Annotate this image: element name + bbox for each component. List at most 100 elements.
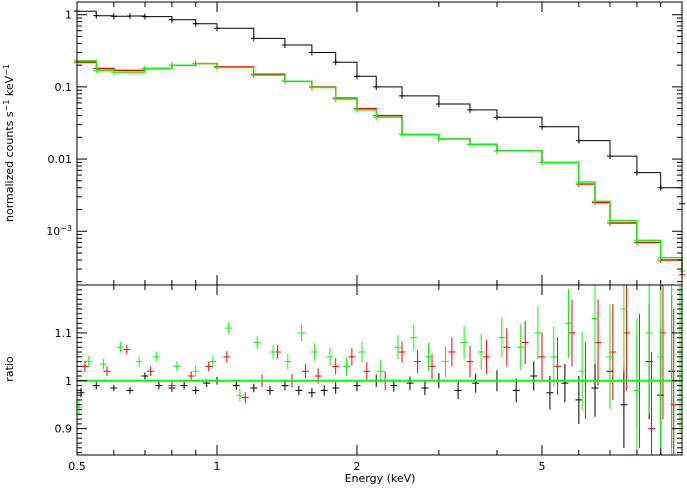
ratio-point-series-1 [223,351,231,363]
top-ticks: 1 0.1 0.01 10−3 [46,2,683,285]
xtick-label-2: 2 [353,460,360,473]
ratio-point-series-1 [503,328,511,367]
ratio-point-series-0 [266,385,274,396]
top-data-point [213,64,220,71]
top-data-point [657,254,664,261]
ratio-point-series-1 [363,362,371,381]
ratio-point-series-0 [250,383,258,393]
ratio-point-series-2 [284,353,292,370]
top-data-point [539,159,546,166]
top-data-point [493,147,500,154]
ratio-point-series-0 [295,385,303,396]
ratio-point-series-1 [147,366,155,376]
top-data-point [110,69,117,76]
ratio-point-series-0 [77,387,85,398]
ratio-point-series-2 [645,285,653,415]
top-data-point [657,184,664,191]
ratio-point-series-0 [472,373,480,393]
top-data-point [250,35,257,42]
ratio-point-series-0 [232,381,240,390]
top-ytick-label-1: 0.1 [55,81,73,94]
ratio-point-series-2 [269,344,277,360]
top-data-point [353,106,360,113]
ratio-point-series-2 [85,355,93,368]
top-data-point [213,25,220,32]
top-ytick-label-2: 0.01 [48,153,73,166]
ratio-point-series-1 [332,358,340,375]
top-data-point [493,114,500,121]
ratio-point-series-2 [460,325,468,360]
top-data-point [575,137,582,144]
top-data-point [308,84,315,91]
top-series-line-2 [77,60,683,272]
ratio-point-series-1 [538,332,546,381]
top-data-point [592,198,599,205]
ratio-point-series-1 [609,304,617,400]
ratio-point-series-2 [298,324,306,342]
ratio-point-series-1 [348,348,356,366]
bottom-y-axis-label: ratio [3,356,16,382]
ratio-point-series-2 [152,351,160,363]
top-ytick-label-0: 1 [65,9,72,22]
ratio-point-series-0 [421,380,429,396]
top-data-point [373,83,380,90]
ratio-point-series-2 [410,324,418,351]
ratio-point-series-2 [116,341,124,353]
ratio-point-series-2 [192,365,200,377]
ratio-point-series-2 [517,324,525,371]
top-data-point [250,72,257,79]
top-data-point [373,114,380,121]
ratio-point-series-2 [173,361,181,372]
top-data-point [435,135,442,142]
bottom-plot-frame [76,284,683,456]
top-data-point [466,141,473,148]
xtick-label-1: 1 [213,460,220,473]
ratio-point-series-1 [168,380,176,391]
top-plot-frame [76,1,683,286]
top-data-point [399,131,406,138]
ratio-point-series-1 [448,337,456,367]
top-data-point [141,65,148,72]
ratio-point-series-1 [414,350,422,374]
top-data-point [466,106,473,113]
ratio-point-series-2 [534,306,542,360]
ratio-point-series-0 [575,375,583,424]
ratio-point-series-2 [578,331,586,411]
ratio-point-series-1 [398,341,406,363]
ratio-point-series-2 [358,341,366,363]
ratio-point-series-1 [648,352,656,455]
ratio-point-series-0 [126,387,134,394]
ratio-point-series-2 [310,343,318,361]
ratio-point-series-2 [377,360,385,383]
ratio-point-series-2 [633,318,641,455]
ratio-point-series-2 [477,333,485,371]
ratio-point-series-2 [498,317,506,358]
top-data-point [281,78,288,85]
top-data-point [281,42,288,49]
ratio-point-series-1 [568,299,576,367]
ratio-point-series-2 [253,335,261,350]
ratio-point-series-0 [281,380,289,391]
ratio-point-series-2 [441,346,449,377]
ratio-point-series-0 [620,361,628,448]
ratio-point-series-2 [394,335,402,360]
ratio-point-series-0 [320,385,328,396]
ratio-point-series-1 [187,371,195,381]
top-data-point [141,13,148,20]
top-data-point [93,67,100,74]
ratio-point-series-0 [192,386,200,395]
ratio-point-series-2 [326,347,334,366]
bottom-ytick-label-1: 1 [65,375,72,388]
top-data-point [435,100,442,107]
bottom-ytick-label-0: 0.9 [55,423,73,436]
top-data-point [575,179,582,186]
top-data-point [399,92,406,99]
top-data-point [606,153,613,160]
ratio-point-series-2 [424,342,432,371]
ratio-point-series-2 [550,326,558,387]
ratio-point-series-0 [332,382,340,394]
top-data-point [332,95,339,102]
top-data-point [633,237,640,244]
ratio-point-series-2 [209,355,217,368]
